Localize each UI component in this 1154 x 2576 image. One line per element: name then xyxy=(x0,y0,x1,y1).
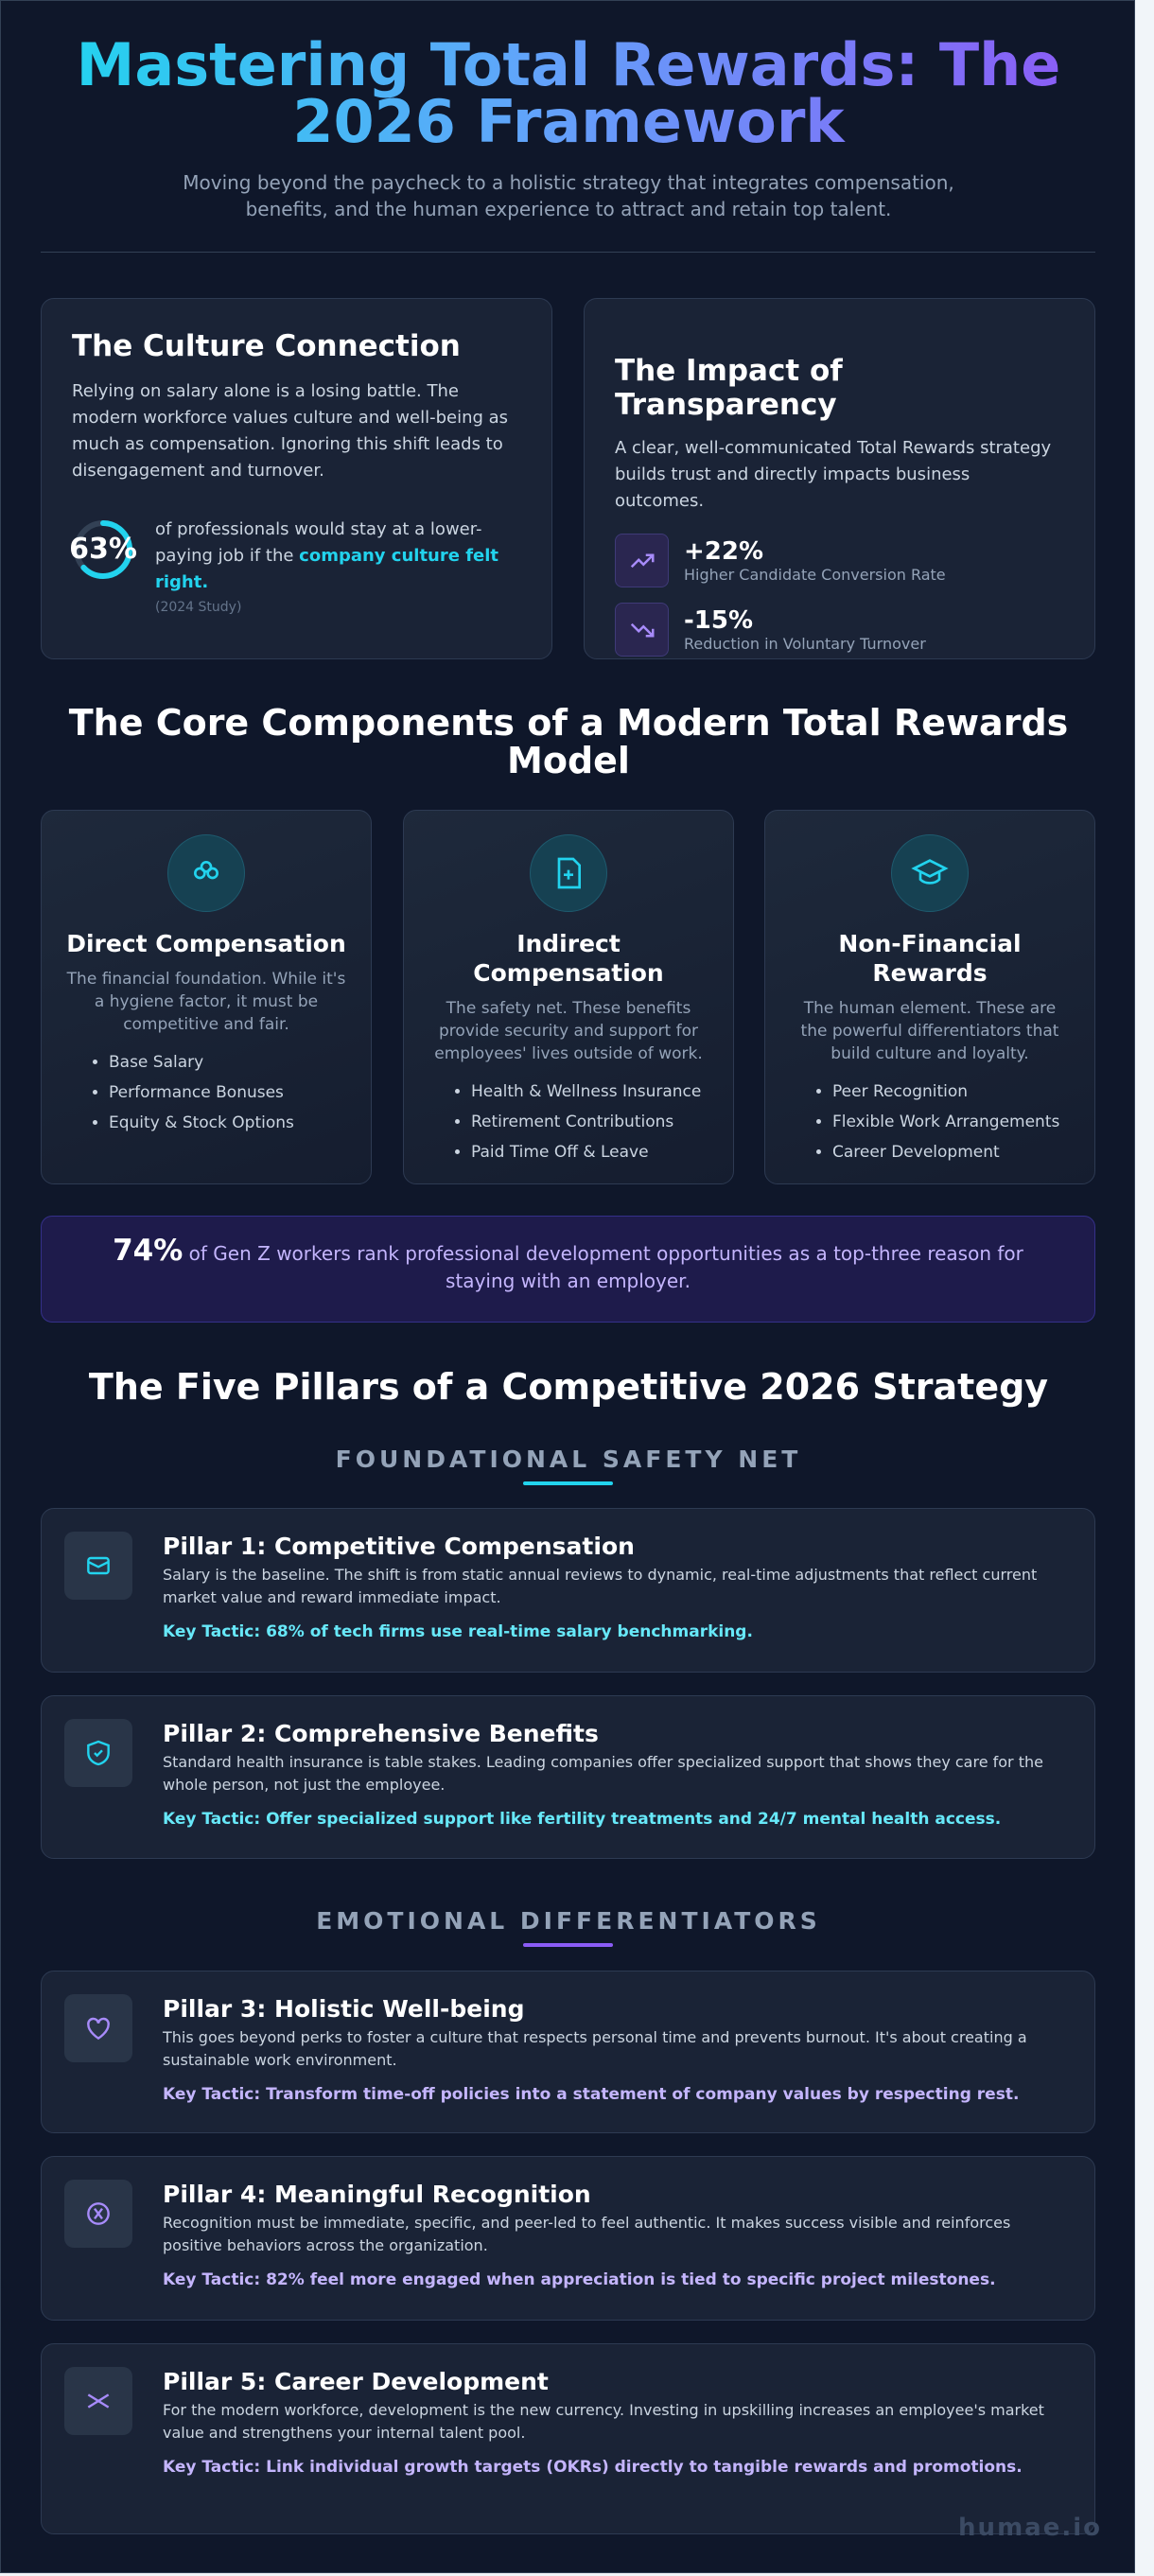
pillar-icon xyxy=(64,1719,132,1787)
culture-card: The Culture Connection Relying on salary… xyxy=(41,298,552,659)
subtitle: Moving beyond the paycheck to a holistic… xyxy=(183,171,954,220)
stat-ring: 63% xyxy=(69,518,137,581)
component-card: Direct Compensation The financial foundat… xyxy=(41,810,372,1184)
component-item: Base Salary xyxy=(109,1047,346,1078)
group-label: EMOTIONAL DIFFERENTIATORS xyxy=(316,1907,821,1935)
pillar-card: Pillar 1: Competitive Compensation Salary… xyxy=(41,1508,1095,1673)
component-item: Peer Recognition xyxy=(832,1077,1070,1107)
card-body: Relying on salary alone is a losing batt… xyxy=(72,381,509,481)
pillar-tactic: Key Tactic: Transform time-off policies … xyxy=(163,2085,1020,2104)
component-description: The human element. These are the powerfu… xyxy=(800,999,1059,1063)
metric: -15% Reduction in Voluntary Turnover xyxy=(615,603,1064,657)
title: Mastering Total Rewards: The 2026 Framew… xyxy=(58,36,1079,151)
pillar-tactic: Key Tactic: Offer specialized support li… xyxy=(163,1810,1002,1829)
component-item: Career Development xyxy=(832,1137,1070,1167)
component-item: Retirement Contributions xyxy=(471,1107,708,1137)
pillar-title: Pillar 1: Competitive Compensation xyxy=(163,1533,635,1560)
section-title: The Five Pillars of a Competitive 2026 S… xyxy=(88,1366,1049,1408)
banner: 74% of Gen Z workers rank professional d… xyxy=(41,1216,1095,1323)
metric-value: -15% xyxy=(684,606,754,635)
component-description: The safety net. These benefits provide s… xyxy=(434,999,703,1063)
brand: humae.io xyxy=(958,2514,1102,2542)
component-item: Health & Wellness Insurance xyxy=(471,1077,708,1107)
metric-value: +22% xyxy=(684,537,764,566)
component-item: Paid Time Off & Leave xyxy=(471,1137,708,1167)
pillar-description: Standard health insurance is table stake… xyxy=(163,1753,1043,1794)
component-icon xyxy=(891,834,969,912)
component-icon xyxy=(530,834,607,912)
pillar-card: Pillar 4: Meaningful Recognition Recognit… xyxy=(41,2156,1095,2321)
pillar-description: For the modern workforce, development is… xyxy=(163,2401,1044,2442)
metric: +22% Higher Candidate Conversion Rate xyxy=(615,534,1064,587)
metric-label: Higher Candidate Conversion Rate xyxy=(684,566,946,584)
pillar-title: Pillar 2: Comprehensive Benefits xyxy=(163,1720,599,1747)
component-icon xyxy=(167,834,245,912)
stat-text: of professionals would stay at a lower-p… xyxy=(155,517,524,615)
pillar-icon xyxy=(64,2180,132,2248)
card-body: A clear, well-communicated Total Rewards… xyxy=(615,438,1052,511)
card-title: The Culture Connection xyxy=(72,329,461,363)
stat-text-main: of professionals would stay at a lower-p… xyxy=(155,519,482,566)
component-item: Performance Bonuses xyxy=(109,1078,346,1108)
component-list: Peer RecognitionFlexible Work Arrangemen… xyxy=(790,1077,1070,1167)
component-title: Non-Financial Rewards xyxy=(838,930,1022,987)
pillar-icon xyxy=(64,2367,132,2435)
metric-icon xyxy=(615,534,669,587)
transparency-card: The Impact of Transparency A clear, well… xyxy=(584,298,1095,659)
card-title: The Impact of Transparency xyxy=(615,354,843,422)
component-card: Non-Financial Rewards The human element. … xyxy=(764,810,1095,1184)
pillar-tactic: Key Tactic: Link individual growth targe… xyxy=(163,2458,1023,2477)
component-list: Base SalaryPerformance BonusesEquity & S… xyxy=(66,1047,346,1138)
banner-text: of Gen Z workers rank professional devel… xyxy=(188,1242,1023,1292)
component-title: Direct Compensation xyxy=(66,930,346,957)
pillar-title: Pillar 5: Career Development xyxy=(163,2368,549,2395)
group-underline xyxy=(523,1943,613,1947)
pillar-title: Pillar 4: Meaningful Recognition xyxy=(163,2181,591,2208)
pillar-description: This goes beyond perks to foster a cultu… xyxy=(163,2028,1027,2069)
stat-highlight: company culture felt right. xyxy=(155,546,499,592)
component-item: Flexible Work Arrangements xyxy=(832,1107,1070,1137)
component-description: The financial foundation. While it's a h… xyxy=(66,970,346,1034)
divider xyxy=(41,252,1095,253)
component-item: Equity & Stock Options xyxy=(109,1108,346,1138)
group-label: FOUNDATIONAL SAFETY NET xyxy=(335,1446,802,1473)
metric-label: Reduction in Voluntary Turnover xyxy=(684,635,926,653)
component-title: Indirect Compensation xyxy=(473,930,664,987)
pillar-card: Pillar 2: Comprehensive Benefits Standard… xyxy=(41,1695,1095,1859)
pillar-icon xyxy=(64,1532,132,1600)
pillar-description: Salary is the baseline. The shift is fro… xyxy=(163,1566,1038,1606)
metric-icon xyxy=(615,603,669,657)
pillar-tactic: Key Tactic: 82% feel more engaged when a… xyxy=(163,2270,996,2289)
stat: 63% xyxy=(69,533,137,566)
section-title: The Core Components of a Modern Total Re… xyxy=(68,702,1069,781)
group-underline xyxy=(523,1481,613,1485)
pillar-title: Pillar 3: Holistic Well-being xyxy=(163,1995,525,2023)
pillar-tactic: Key Tactic: 68% of tech firms use real-t… xyxy=(163,1622,753,1641)
pillar-icon xyxy=(64,1994,132,2062)
component-card: Indirect Compensation The safety net. The… xyxy=(403,810,734,1184)
pillar-description: Recognition must be immediate, specific,… xyxy=(163,2214,1011,2254)
stat-note: (2024 Study) xyxy=(155,600,242,615)
ring xyxy=(74,520,132,579)
pillar-card: Pillar 5: Career Development For the mode… xyxy=(41,2343,1095,2534)
component-list: Health & Wellness InsuranceRetirement Co… xyxy=(428,1077,708,1167)
pillar-card: Pillar 3: Holistic Well-being This goes b… xyxy=(41,1971,1095,2133)
banner-stat: 74% xyxy=(113,1234,184,1268)
